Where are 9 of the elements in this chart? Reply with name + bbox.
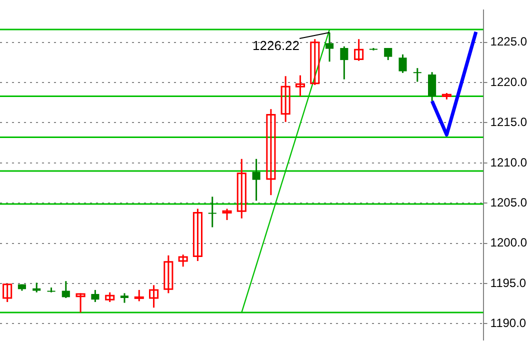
y-tick-label: 1200.0 [490,236,528,250]
y-tick-label: 1215.0 [490,115,528,130]
y-tick-label: 1225.0 [490,34,528,49]
y-tick-label: 1210.0 [490,155,528,170]
y-tick-label: 1195.0 [490,276,526,290]
y-tick-label: 1205.0 [490,195,528,210]
y-tick-label: 1190.0 [490,316,526,330]
annotation: 1226.22 [252,38,300,54]
y-tick-label: 1220.0 [490,74,528,89]
